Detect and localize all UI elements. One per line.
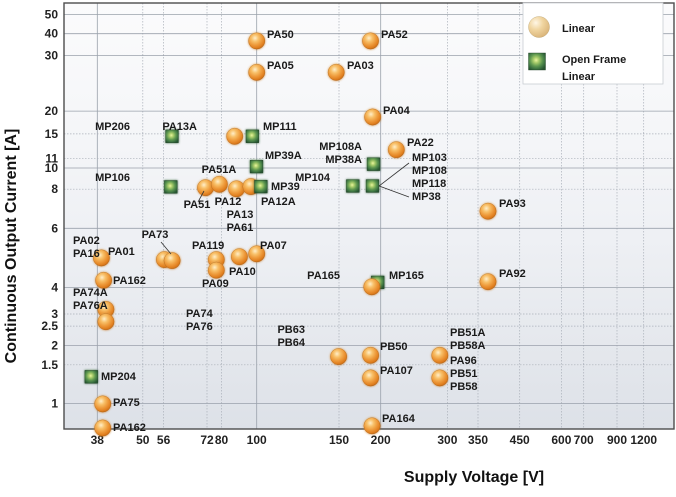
svg-text:MP104: MP104 xyxy=(295,172,331,184)
svg-text:PA61: PA61 xyxy=(227,222,254,234)
svg-text:100: 100 xyxy=(247,433,267,447)
svg-text:MP165: MP165 xyxy=(389,270,424,282)
svg-text:72: 72 xyxy=(200,433,214,447)
svg-text:PA74A: PA74A xyxy=(73,287,108,299)
svg-text:20: 20 xyxy=(45,104,59,118)
svg-text:MP118: MP118 xyxy=(412,178,446,190)
svg-text:MP206: MP206 xyxy=(95,121,130,133)
svg-text:PA107: PA107 xyxy=(380,365,413,377)
svg-text:PA13: PA13 xyxy=(227,209,254,221)
svg-text:80: 80 xyxy=(215,433,229,447)
svg-text:MP103: MP103 xyxy=(412,152,447,164)
svg-text:PA50: PA50 xyxy=(267,29,294,41)
svg-text:MP106: MP106 xyxy=(95,172,130,184)
svg-text:MP38: MP38 xyxy=(412,191,441,203)
svg-text:PB51A: PB51A xyxy=(450,327,486,339)
svg-text:PA51A: PA51A xyxy=(202,164,237,176)
svg-text:MP108A: MP108A xyxy=(319,141,362,153)
svg-text:10: 10 xyxy=(45,161,59,175)
svg-text:1200: 1200 xyxy=(630,433,657,447)
svg-text:PA01: PA01 xyxy=(108,246,135,258)
svg-text:PA52: PA52 xyxy=(381,29,408,41)
svg-text:PB58A: PB58A xyxy=(450,340,486,352)
svg-text:PB63: PB63 xyxy=(277,324,305,336)
svg-text:PA93: PA93 xyxy=(499,198,526,210)
svg-text:PA16: PA16 xyxy=(73,248,100,260)
svg-text:1.5: 1.5 xyxy=(41,358,58,372)
svg-text:PA03: PA03 xyxy=(347,60,374,72)
svg-text:Linear: Linear xyxy=(562,71,596,83)
svg-text:300: 300 xyxy=(437,433,457,447)
svg-text:PA162: PA162 xyxy=(113,275,146,287)
svg-text:MP38A: MP38A xyxy=(325,154,362,166)
svg-text:Supply Voltage [V]: Supply Voltage [V] xyxy=(404,469,544,486)
svg-text:600: 600 xyxy=(551,433,571,447)
svg-text:PA05: PA05 xyxy=(267,60,294,72)
svg-text:PA12A: PA12A xyxy=(261,196,296,208)
svg-text:PA76A: PA76A xyxy=(73,300,108,312)
svg-text:PA73: PA73 xyxy=(142,229,169,241)
svg-text:1: 1 xyxy=(51,397,58,411)
svg-text:350: 350 xyxy=(468,433,488,447)
svg-text:MP108: MP108 xyxy=(412,165,447,177)
svg-text:30: 30 xyxy=(45,49,59,63)
svg-text:PB51: PB51 xyxy=(450,368,478,380)
svg-text:PA162: PA162 xyxy=(113,422,146,434)
svg-text:PB50: PB50 xyxy=(380,341,408,353)
svg-text:PA92: PA92 xyxy=(499,268,526,280)
svg-text:56: 56 xyxy=(157,433,171,447)
svg-text:PA13A: PA13A xyxy=(162,121,197,133)
svg-text:2: 2 xyxy=(51,339,58,353)
svg-text:PA74: PA74 xyxy=(186,308,214,320)
svg-text:PA76: PA76 xyxy=(186,321,213,333)
svg-text:PA119: PA119 xyxy=(192,240,224,252)
svg-text:900: 900 xyxy=(607,433,627,447)
svg-text:MP39A: MP39A xyxy=(265,150,302,162)
svg-text:50: 50 xyxy=(136,433,150,447)
svg-text:PA04: PA04 xyxy=(383,105,411,117)
svg-text:PA02: PA02 xyxy=(73,235,100,247)
svg-text:8: 8 xyxy=(51,182,58,196)
svg-text:MP111: MP111 xyxy=(263,121,297,133)
svg-text:50: 50 xyxy=(45,8,59,22)
svg-text:4: 4 xyxy=(51,280,58,294)
svg-text:MP204: MP204 xyxy=(101,371,137,383)
svg-text:40: 40 xyxy=(45,27,59,41)
svg-text:MP39: MP39 xyxy=(271,181,300,193)
svg-text:PB64: PB64 xyxy=(277,337,305,349)
svg-text:150: 150 xyxy=(329,433,349,447)
svg-text:Open Frame: Open Frame xyxy=(562,54,626,66)
svg-text:PA51: PA51 xyxy=(184,199,211,211)
svg-text:PB58: PB58 xyxy=(450,381,478,393)
svg-text:PA09: PA09 xyxy=(202,278,229,290)
svg-text:700: 700 xyxy=(574,433,594,447)
svg-text:15: 15 xyxy=(45,127,59,141)
svg-text:450: 450 xyxy=(510,433,530,447)
svg-text:PA165: PA165 xyxy=(307,270,340,282)
svg-text:200: 200 xyxy=(371,433,391,447)
svg-text:6: 6 xyxy=(51,221,58,235)
svg-text:PA10: PA10 xyxy=(229,266,256,278)
svg-text:PA07: PA07 xyxy=(260,240,287,252)
svg-text:PA22: PA22 xyxy=(407,137,434,149)
svg-text:PA12: PA12 xyxy=(215,196,242,208)
svg-text:2.5: 2.5 xyxy=(41,319,58,333)
svg-text:PA164: PA164 xyxy=(382,413,416,425)
svg-text:Linear: Linear xyxy=(562,23,596,35)
svg-text:Continuous Output Current [A]: Continuous Output Current [A] xyxy=(3,129,20,364)
svg-text:PA75: PA75 xyxy=(113,397,140,409)
svg-text:PA96: PA96 xyxy=(450,355,477,367)
